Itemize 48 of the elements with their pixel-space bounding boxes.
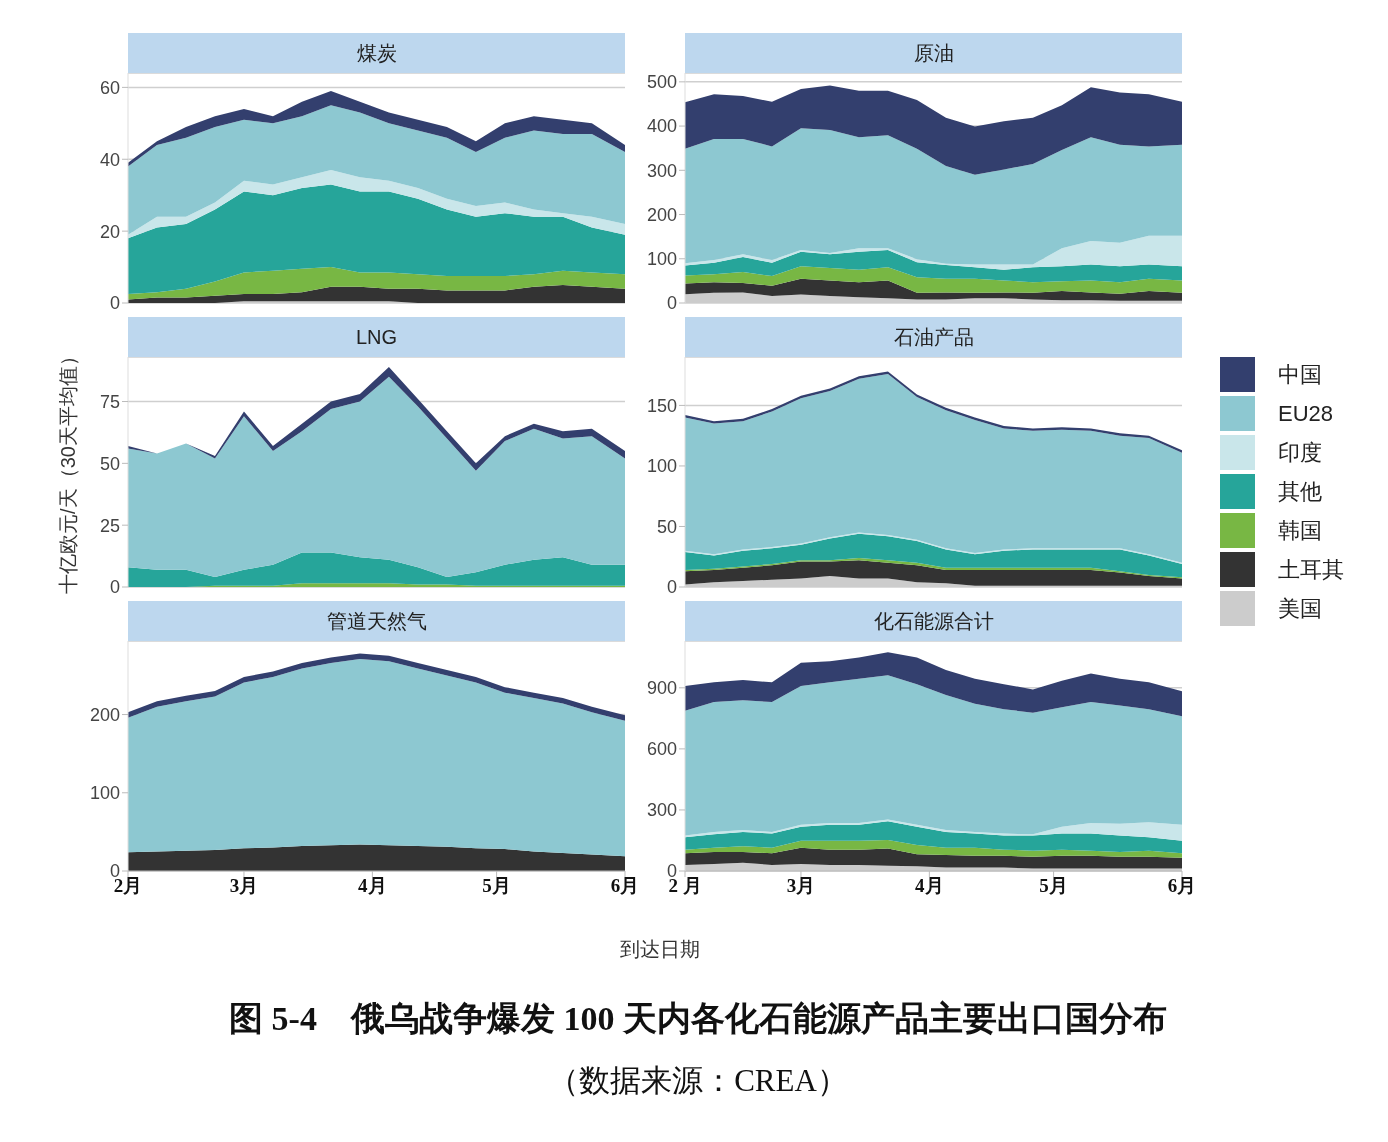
- chart-title: 化石能源合计: [685, 601, 1182, 641]
- y-tick-label: 0: [109, 577, 120, 598]
- x-tick-label: 4月: [358, 875, 387, 897]
- y-tick-label: 25: [99, 515, 120, 536]
- y-tick-label: 300: [646, 800, 677, 821]
- y-tick-label: 600: [646, 739, 677, 760]
- x-tick-label: 3月: [786, 875, 816, 897]
- x-tick-label: 5月: [482, 875, 511, 897]
- y-tick-label: 20: [99, 221, 120, 242]
- legend-label: EU28: [1278, 400, 1334, 427]
- x-axis-title: 到达日期: [619, 937, 701, 962]
- x-tick-label: 5月: [1039, 875, 1068, 897]
- legend-label: 其他: [1278, 477, 1322, 506]
- legend-label: 美国: [1278, 594, 1322, 623]
- y-tick-label: 0: [666, 577, 677, 598]
- y-tick-label: 100: [89, 783, 120, 804]
- chart-title: 原油: [685, 33, 1182, 73]
- y-tick-label: 900: [646, 678, 677, 699]
- y-tick-label: 50: [656, 516, 677, 537]
- x-tick-label: 3月: [229, 875, 259, 897]
- y-tick-label: 300: [646, 160, 677, 181]
- y-tick-label: 150: [646, 395, 677, 416]
- legend-label: 印度: [1278, 438, 1322, 467]
- caption: 图 5-4 俄乌战争爆发 100 天内各化石能源产品主要出口国分布: [228, 999, 1168, 1039]
- chart-title: 管道天然气: [128, 601, 625, 641]
- y-tick-label: 0: [109, 293, 120, 314]
- y-tick-label: 200: [646, 204, 677, 225]
- y-tick-label: 0: [666, 293, 677, 314]
- y-tick-label: 200: [89, 704, 120, 725]
- y-axis-title: 十亿欧元/天（30天平均值）: [56, 345, 80, 596]
- y-tick-label: 400: [646, 116, 677, 137]
- y-tick-label: 60: [99, 77, 120, 98]
- x-tick-label: 4月: [915, 875, 944, 897]
- legend-label: 中国: [1278, 360, 1322, 389]
- text: （数据来源：CREA）: [547, 1062, 849, 1100]
- y-tick-label: 50: [99, 453, 120, 474]
- chart-title: 煤炭: [128, 33, 625, 73]
- y-tick-label: 75: [99, 391, 120, 412]
- legend-label: 韩国: [1278, 516, 1322, 545]
- y-tick-label: 500: [646, 72, 677, 93]
- y-tick-label: 100: [646, 249, 677, 270]
- legend-label: 土耳其: [1278, 555, 1344, 584]
- chart-title: LNG: [128, 317, 625, 357]
- chart-title: 石油产品: [685, 317, 1182, 357]
- x-tick-label: 6月: [610, 875, 640, 897]
- x-tick-label: 6月: [1167, 875, 1197, 897]
- y-tick-label: 40: [99, 149, 120, 170]
- y-tick-label: 100: [646, 456, 677, 477]
